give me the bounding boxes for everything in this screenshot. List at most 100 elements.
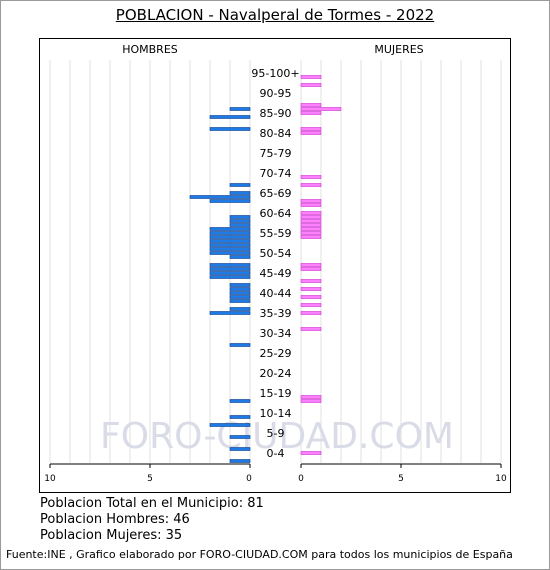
bar-women-age-37	[300, 311, 322, 315]
bar-men-age-83	[209, 127, 251, 131]
bar-men-age-58	[209, 227, 251, 231]
bar-women-age-69	[300, 183, 322, 187]
bar-women-age-39	[300, 303, 322, 307]
x-tick-label: 0	[298, 474, 304, 484]
bar-men-age-53	[209, 247, 251, 251]
age-group-label: 45-49	[260, 267, 292, 280]
x-tick-label: 0	[246, 474, 252, 484]
bar-men-age-52	[209, 251, 251, 255]
bar-men-age-40	[229, 299, 251, 303]
bar-men-age-57	[209, 231, 251, 235]
bar-men-age-59	[229, 223, 251, 227]
bar-men-age-69	[229, 183, 251, 187]
bar-women-age-96	[300, 75, 322, 79]
bar-men-age-42	[229, 291, 251, 295]
bar-men-age-55	[209, 239, 251, 243]
age-group-label: 40-44	[260, 287, 292, 300]
x-tick-label: 10	[44, 474, 56, 484]
bar-men-age-6	[229, 435, 251, 439]
age-group-label: 0-4	[267, 447, 285, 460]
bar-women-age-41	[300, 295, 322, 299]
stat-total: Poblacion Total en el Municipio: 81	[40, 496, 264, 511]
bar-men-age-3	[229, 447, 251, 451]
bar-women-age-60	[300, 219, 322, 223]
x-tick-label: 5	[147, 474, 153, 484]
source-note: Fuente:INE , Grafico elaborado por FORO-…	[6, 548, 513, 561]
bar-men-age-46	[209, 275, 251, 279]
bar-men-age-65	[209, 199, 251, 203]
bar-women-age-33	[300, 327, 322, 331]
bar-women-age-58	[300, 227, 322, 231]
bar-men-age-67	[229, 191, 251, 195]
axis-layer: 10 5 0 0 5 10	[44, 463, 507, 484]
age-group-label: 60-64	[260, 207, 292, 220]
age-group-label: 5-9	[267, 427, 285, 440]
bar-women-age-59	[300, 223, 322, 227]
bar-men-age-37	[209, 311, 251, 315]
age-group-label: 75-79	[260, 147, 292, 160]
bar-women-age-2	[300, 451, 322, 455]
bar-women-age-56	[300, 235, 322, 239]
chart-frame	[39, 38, 511, 493]
bar-women-age-61	[300, 215, 322, 219]
bar-men-age-41	[229, 295, 251, 299]
bar-women-age-43	[300, 287, 322, 291]
age-group-label: 90-95	[260, 87, 292, 100]
bar-women-age-57	[300, 231, 322, 235]
age-group-label: 70-74	[260, 167, 292, 180]
age-group-label: 35-39	[260, 307, 292, 320]
age-group-label: 30-34	[260, 327, 292, 340]
bar-men-age-43	[229, 287, 251, 291]
bar-men-age-48	[209, 267, 251, 271]
header-men: HOMBRES	[122, 43, 178, 56]
header-women: MUJERES	[374, 43, 423, 56]
bar-women-age-15	[300, 399, 322, 403]
age-group-label: 85-90	[260, 107, 292, 120]
bar-men-age-51	[229, 255, 251, 259]
bar-men-age-44	[229, 283, 251, 287]
age-group-label: 50-54	[260, 247, 292, 260]
bar-men-age-88	[229, 107, 251, 111]
age-group-label: 55-59	[260, 227, 292, 240]
bar-women-age-71	[300, 175, 322, 179]
bar-men-age-56	[209, 235, 251, 239]
bar-women-age-49	[300, 263, 322, 267]
bar-men-age-15	[229, 399, 251, 403]
age-group-label: 15-19	[260, 387, 292, 400]
bar-women-age-62	[300, 211, 322, 215]
bar-women-age-64	[300, 203, 322, 207]
bar-women-age-82	[300, 131, 322, 135]
bar-men-age-54	[209, 243, 251, 247]
bar-women-age-87	[300, 111, 322, 115]
bars-layer	[189, 75, 342, 463]
chart-title: POBLACION - Navalperal de Tormes - 2022	[115, 6, 435, 24]
bar-men-age-66	[189, 195, 251, 199]
bar-men-age-61	[229, 215, 251, 219]
bar-men-age-60	[229, 219, 251, 223]
watermark: FORO-CIUDAD.COM	[100, 416, 454, 457]
bar-men-age-86	[209, 115, 251, 119]
age-group-label: 20-24	[260, 367, 292, 380]
age-labels-layer: 0-4 5-9 10-14 15-19 20-24 25-29 30-34 35-39 40-4…	[251, 67, 299, 460]
age-group-label: 95-100+	[251, 67, 299, 80]
bar-women-age-83	[300, 127, 322, 131]
age-group-label: 65-69	[260, 187, 292, 200]
x-tick-label: 5	[398, 474, 404, 484]
bar-women-age-94	[300, 83, 322, 87]
bar-women-age-16	[300, 395, 322, 399]
x-tick-label: 10	[495, 474, 507, 484]
bar-men-age-47	[209, 271, 251, 275]
bar-men-age-0	[229, 459, 251, 463]
bar-women-age-89	[300, 103, 322, 107]
age-group-label: 10-14	[260, 407, 292, 420]
bar-women-age-45	[300, 279, 322, 283]
bar-women-age-48	[300, 267, 322, 271]
age-group-label: 80-84	[260, 127, 292, 140]
grid-layer	[49, 60, 502, 463]
bar-men-age-9	[209, 423, 251, 427]
bar-women-age-88	[300, 107, 342, 111]
stat-men: Poblacion Hombres: 46	[40, 512, 190, 527]
bar-women-age-65	[300, 199, 322, 203]
bar-men-age-38	[229, 307, 251, 311]
